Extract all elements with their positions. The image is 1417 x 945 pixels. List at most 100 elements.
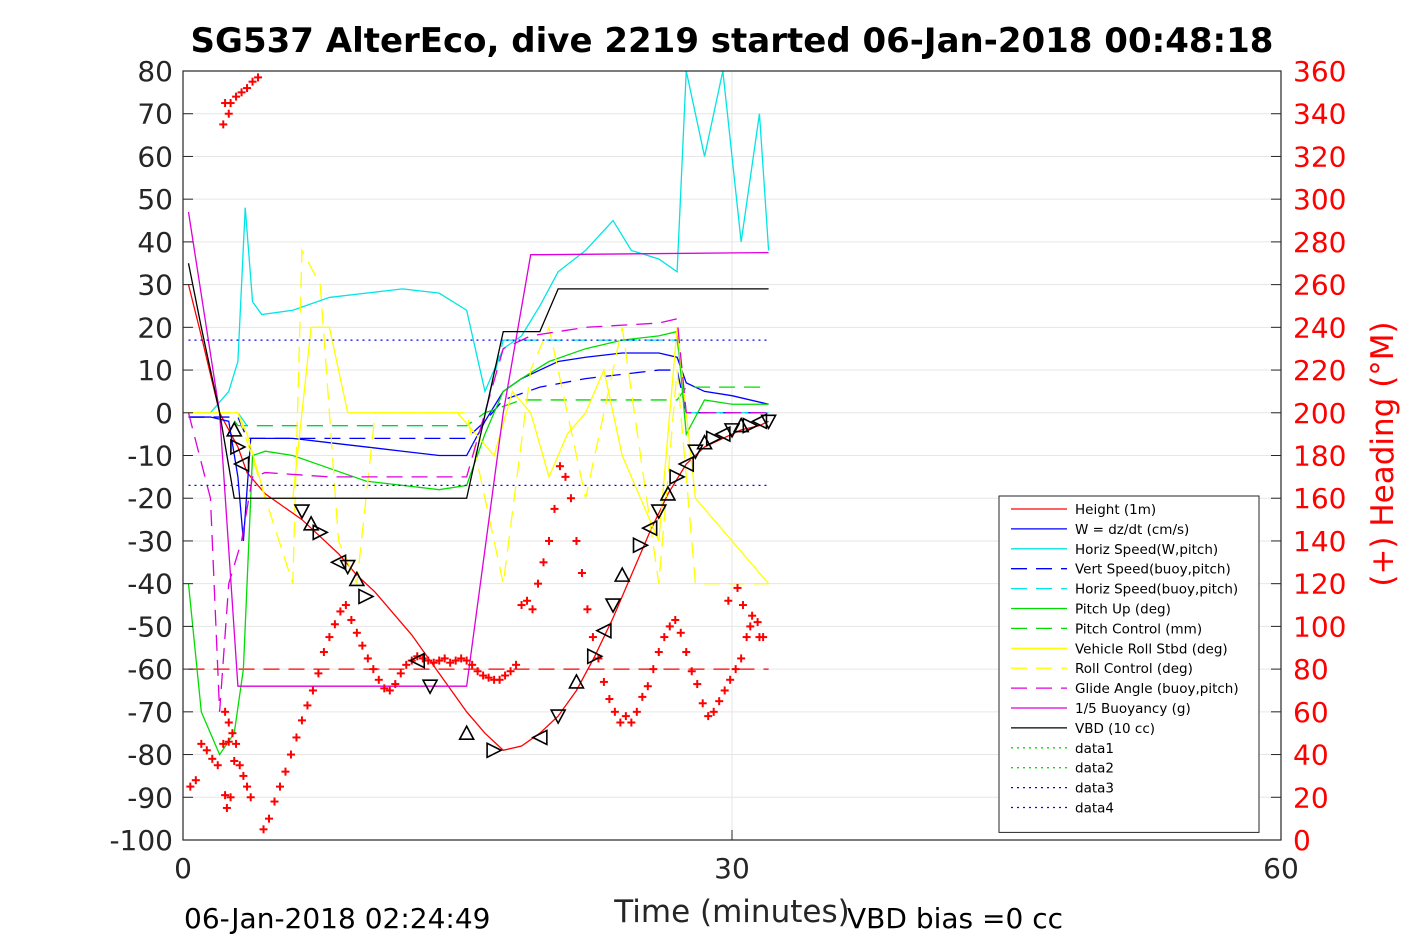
series-line-5 [187, 330, 769, 756]
legend-label: Pitch Control (mm) [1075, 621, 1202, 637]
heading-point [720, 686, 729, 695]
heading-point [391, 680, 400, 689]
heading-point [325, 633, 334, 642]
legend-entry: data2 [1011, 761, 1114, 777]
legend-label: data4 [1075, 801, 1114, 817]
triangle-marker [421, 679, 439, 695]
heading-point [270, 797, 279, 806]
heading-point [275, 782, 284, 791]
heading-point [473, 667, 482, 676]
legend-entry: W = dz/dt (cm/s) [1011, 522, 1189, 538]
heading-point [616, 718, 625, 727]
series-line-9 [187, 317, 769, 712]
triangle-marker [632, 536, 650, 554]
triangle-marker [742, 417, 760, 434]
left-tick-label: 30 [137, 269, 173, 302]
left-tick-label: 80 [137, 55, 173, 88]
heading-point [457, 654, 466, 663]
right-tick-label: 340 [1293, 98, 1346, 131]
triangle-marker [329, 554, 347, 571]
right-tick-label: 180 [1293, 440, 1346, 473]
left-tick-label: 20 [137, 311, 173, 344]
heading-point [517, 601, 526, 610]
heading-point [222, 803, 231, 812]
heading-point [704, 712, 713, 721]
legend-label: W = dz/dt (cm/s) [1075, 522, 1189, 538]
heading-point [733, 583, 742, 592]
right-tick-label: 300 [1293, 183, 1346, 216]
heading-point [440, 654, 449, 663]
legend-label: Horiz Speed(buoy,pitch) [1075, 582, 1238, 598]
triangle-marker [696, 433, 713, 450]
heading-point [550, 504, 559, 513]
legend-entry: VBD (10 cc) [1011, 721, 1155, 737]
triangle-marker [408, 652, 426, 669]
right-tick-label: 280 [1293, 226, 1346, 259]
legend-box [998, 495, 1260, 833]
legend-label: Vehicle Roll Stbd (deg) [1075, 641, 1228, 657]
triangle-marker [732, 416, 750, 433]
left-tick-label: -70 [127, 696, 173, 729]
heading-point [385, 686, 394, 695]
heading-point [396, 669, 405, 678]
heading-point [208, 754, 217, 763]
heading-point [286, 750, 295, 759]
left-y-axis: -100-90-80-70-60-50-40-30-20-10010203040… [109, 55, 193, 857]
heading-point [237, 88, 246, 97]
heading-point [259, 825, 268, 834]
left-tick-label: 10 [137, 354, 173, 387]
series-line-11 [187, 263, 769, 499]
heading-point [468, 660, 477, 669]
heading-point [643, 682, 652, 691]
heading-point [219, 739, 228, 748]
heading-point [314, 669, 323, 678]
heading-point [599, 677, 608, 686]
heading-point [418, 654, 427, 663]
heading-point [501, 671, 510, 680]
heading-point [545, 536, 553, 545]
heading-point [232, 739, 241, 748]
heading-point [226, 99, 235, 108]
left-tick-label: 50 [137, 183, 173, 216]
legend-entry: Vert Speed(buoy,pitch) [1011, 562, 1231, 578]
heading-point [446, 658, 455, 667]
heading-point [297, 716, 306, 725]
right-tick-label: 60 [1293, 696, 1329, 729]
triangle-marker [659, 485, 677, 501]
heading-point [336, 607, 345, 616]
heading-point [724, 596, 733, 605]
legend-entry: data4 [1011, 801, 1114, 817]
triangle-marker [604, 598, 622, 614]
heading-point [731, 665, 740, 674]
heading-point [224, 737, 233, 746]
heading-point [226, 793, 235, 802]
plot-area [182, 70, 1282, 841]
triangle-marker [348, 570, 366, 587]
triangle-marker [568, 673, 585, 689]
heading-point [715, 697, 724, 706]
triangle-marker [339, 559, 357, 576]
legend-entry: Pitch Up (deg) [1011, 602, 1171, 618]
heading-point [281, 767, 290, 776]
left-tick-label: -30 [127, 525, 173, 558]
heading-point [572, 536, 581, 545]
left-tick-label: -90 [127, 781, 173, 814]
heading-point [221, 707, 230, 716]
legend-label: Pitch Up (deg) [1075, 602, 1171, 618]
triangle-marker [230, 438, 247, 456]
heading-point [638, 692, 647, 701]
heading-point [380, 684, 389, 693]
legend-label: Vert Speed(buoy,pitch) [1075, 562, 1231, 578]
heading-point [748, 611, 757, 620]
right-tick-label: 100 [1293, 610, 1346, 643]
triangle-marker [586, 648, 604, 665]
heading-point [308, 686, 317, 695]
right-tick-label: 360 [1293, 55, 1346, 88]
left-tick-label: -40 [127, 568, 173, 601]
heading-point [374, 675, 383, 684]
left-tick-label: -100 [109, 824, 173, 857]
heading-point [292, 733, 301, 742]
x-tick-label: 30 [714, 852, 750, 885]
triangle-marker [595, 622, 612, 639]
series-line-0 [187, 284, 769, 751]
